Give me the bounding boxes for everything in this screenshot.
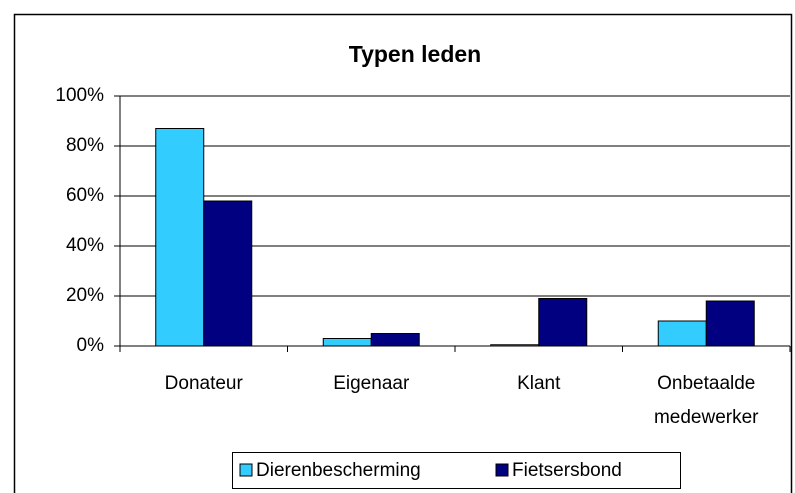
legend-swatch [495,463,509,477]
bar [657,320,707,347]
y-tick-label: 20% [66,285,104,306]
bar [322,338,372,347]
y-tick-label: 100% [55,85,104,106]
x-tick-label: Eigenaar [333,373,410,394]
bar [538,298,588,347]
bar [370,333,420,347]
legend-swatch [239,463,253,477]
x-tick-label: Klant [517,373,561,394]
legend-label: Dierenbescherming [256,460,421,481]
chart-title: Typen leden [349,41,482,67]
bar [203,200,253,347]
y-tick-label: 80% [66,135,104,156]
legend-label: Fietsersbond [512,460,622,481]
y-tick-label: 0% [77,335,105,356]
bar [705,300,755,347]
bar [490,344,540,347]
y-tick-label: 60% [66,185,104,206]
legend-box [232,452,681,489]
x-tick-label: Onbetaalde medewerker [654,373,759,428]
bar [155,128,205,347]
x-tick-label: Donateur [165,373,244,394]
chart-border [13,13,793,493]
y-tick-label: 40% [66,235,104,256]
